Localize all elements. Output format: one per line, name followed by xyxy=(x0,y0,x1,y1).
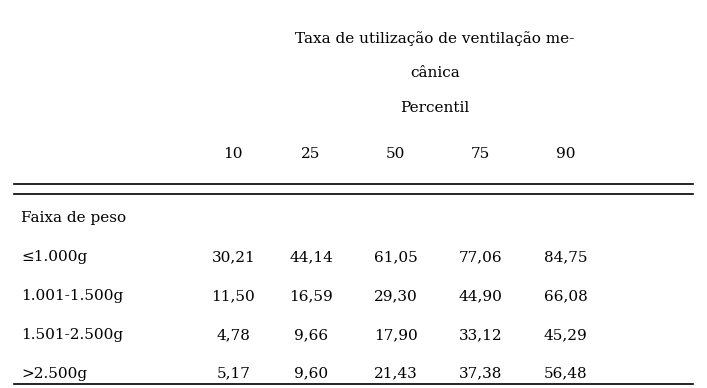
Text: 1.501-2.500g: 1.501-2.500g xyxy=(21,328,123,342)
Text: 75: 75 xyxy=(471,147,491,161)
Text: 17,90: 17,90 xyxy=(374,328,418,342)
Text: 21,43: 21,43 xyxy=(374,367,418,381)
Text: 44,14: 44,14 xyxy=(289,250,333,264)
Text: 4,78: 4,78 xyxy=(216,328,250,342)
Text: 77,06: 77,06 xyxy=(459,250,503,264)
Text: 16,59: 16,59 xyxy=(289,289,333,303)
Text: ≤1.000g: ≤1.000g xyxy=(21,250,88,264)
Text: 90: 90 xyxy=(556,147,575,161)
Text: 10: 10 xyxy=(223,147,243,161)
Text: 30,21: 30,21 xyxy=(211,250,255,264)
Text: cânica: cânica xyxy=(410,66,460,80)
Text: Taxa de utilização de ventilação me-: Taxa de utilização de ventilação me- xyxy=(296,31,574,46)
Text: 25: 25 xyxy=(301,147,321,161)
Text: 1.001-1.500g: 1.001-1.500g xyxy=(21,289,124,303)
Text: >2.500g: >2.500g xyxy=(21,367,88,381)
Text: Faixa de peso: Faixa de peso xyxy=(21,211,127,225)
Text: 56,48: 56,48 xyxy=(544,367,588,381)
Text: 50: 50 xyxy=(386,147,406,161)
Text: 37,38: 37,38 xyxy=(459,367,503,381)
Text: 11,50: 11,50 xyxy=(211,289,255,303)
Text: 9,60: 9,60 xyxy=(294,367,328,381)
Text: 44,90: 44,90 xyxy=(459,289,503,303)
Text: 61,05: 61,05 xyxy=(374,250,418,264)
Text: Percentil: Percentil xyxy=(400,101,469,115)
Text: 33,12: 33,12 xyxy=(459,328,503,342)
Text: 5,17: 5,17 xyxy=(216,367,250,381)
Text: 84,75: 84,75 xyxy=(544,250,588,264)
Text: 45,29: 45,29 xyxy=(544,328,588,342)
Text: 66,08: 66,08 xyxy=(544,289,588,303)
Text: 29,30: 29,30 xyxy=(374,289,418,303)
Text: 9,66: 9,66 xyxy=(294,328,328,342)
